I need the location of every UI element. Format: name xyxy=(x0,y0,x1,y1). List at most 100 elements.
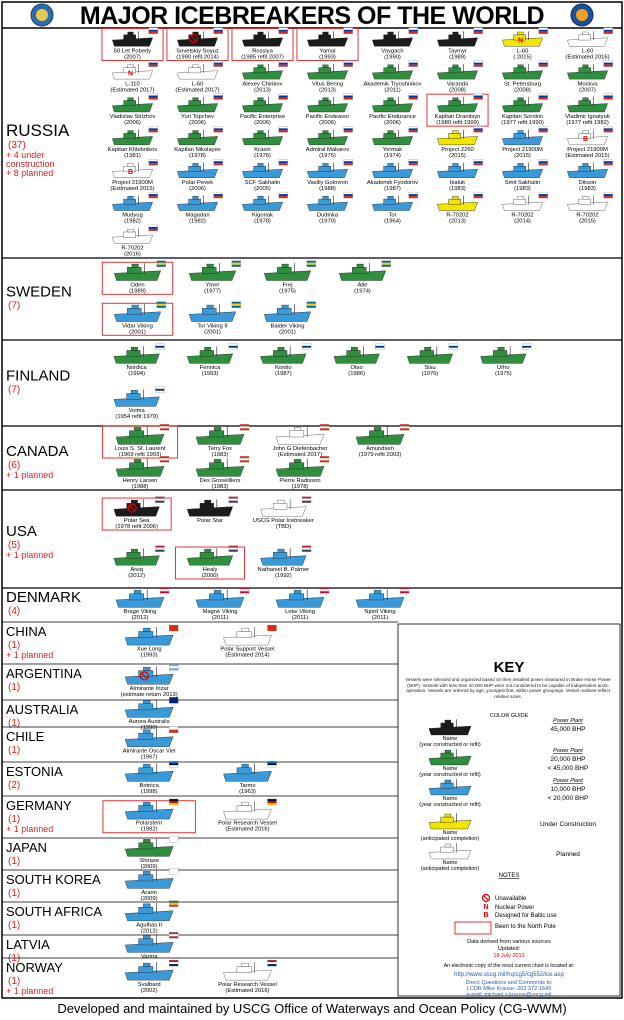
ship-bridge xyxy=(127,31,134,36)
ship-superstructure xyxy=(346,350,361,357)
ship-bridge xyxy=(143,962,151,967)
flag-stripe xyxy=(343,196,353,199)
ship-bridge xyxy=(241,627,249,632)
ship-bridge xyxy=(204,499,212,504)
flag-stripe xyxy=(148,163,158,166)
country-name: ARGENTINA xyxy=(6,666,82,681)
ship-bridge xyxy=(444,779,452,784)
key-name: Name xyxy=(443,830,458,836)
ship-year: (1988) xyxy=(319,186,336,192)
ship-bridge xyxy=(192,196,199,200)
ship-name: Terry Fox xyxy=(208,446,232,452)
ship-hull xyxy=(480,353,527,364)
flag-stripe xyxy=(538,93,548,96)
flag-stripe xyxy=(408,27,418,30)
flag-stripe xyxy=(473,62,483,65)
key-year: (year constructed or refit) xyxy=(419,742,481,748)
flag-stripe xyxy=(240,591,249,594)
sources: Data derived from various sources xyxy=(467,939,551,945)
ship-year: (1992) xyxy=(275,573,292,579)
flag-stripe xyxy=(408,95,418,98)
ship-superstructure xyxy=(578,198,591,205)
ship-bridge xyxy=(322,97,329,101)
unavailable-slash xyxy=(141,672,148,680)
ship-superstructure xyxy=(273,350,288,357)
ship-hull xyxy=(188,311,237,322)
flag-border xyxy=(278,159,288,166)
north-pole-box xyxy=(296,27,359,61)
ship-bridge xyxy=(241,962,249,967)
flag-stripe xyxy=(278,163,288,166)
country-name: SOUTH KOREA xyxy=(6,872,101,887)
flag-stripe xyxy=(213,60,223,63)
ship-name: Xue Long xyxy=(137,647,162,653)
ship-year: (Estimated 2016) xyxy=(225,827,269,833)
ship-bridge xyxy=(356,263,364,268)
flag-border xyxy=(213,126,223,133)
flag-stripe xyxy=(408,196,418,199)
country-extra: + 8 planned xyxy=(6,168,53,178)
ship-year: (1980 refit 1999) xyxy=(436,120,479,126)
flag-stripe xyxy=(148,228,158,231)
ship-hull xyxy=(260,506,307,517)
ship-bridge xyxy=(294,590,302,594)
ship-bridge xyxy=(143,839,151,843)
ship-superstructure xyxy=(188,166,201,172)
ship-name: Krasin xyxy=(254,147,270,153)
ship-year: (2014) xyxy=(514,219,531,225)
country-count: (1) xyxy=(8,640,20,651)
ship-bridge xyxy=(387,97,394,101)
ship-name: Alexey Chirikov xyxy=(243,81,283,87)
flag-stripe xyxy=(278,128,288,131)
flag-stripe xyxy=(603,128,613,131)
ship-bridge xyxy=(387,130,394,134)
flag-stripe xyxy=(603,126,613,129)
flag-border xyxy=(343,93,353,100)
ship-superstructure xyxy=(383,166,396,172)
flag-stripe xyxy=(169,697,179,704)
flag-stripe xyxy=(169,902,179,905)
key-bhp: < 20,000 BHP xyxy=(548,795,589,802)
flag-stripe xyxy=(400,589,409,592)
flag-stripe xyxy=(320,424,329,427)
ship-superstructure xyxy=(578,166,591,172)
ship-bridge xyxy=(257,31,264,36)
ship-hull xyxy=(113,555,160,566)
ship-superstructure xyxy=(318,100,331,106)
ship-superstructure xyxy=(202,267,217,274)
country-name: CANADA xyxy=(6,443,69,460)
ship-hull xyxy=(124,878,174,889)
flag-border xyxy=(278,27,288,34)
ship-name: Magne Viking xyxy=(202,609,237,615)
ship-bridge xyxy=(241,764,249,768)
ship-superstructure xyxy=(199,552,214,559)
flag-stripe xyxy=(320,456,329,459)
ship-bridge xyxy=(277,548,285,553)
flag-border xyxy=(267,798,277,806)
ship-hull xyxy=(112,103,153,113)
ship-year: (1977 refit 1990) xyxy=(501,120,544,126)
flag-border xyxy=(319,424,330,431)
flag-stripe xyxy=(278,95,288,98)
ship-superstructure xyxy=(138,842,154,850)
flag-stripe xyxy=(231,260,241,263)
ship-hull xyxy=(372,169,413,178)
key-box xyxy=(397,623,621,997)
ship-superstructure xyxy=(138,767,154,775)
ship-superstructure xyxy=(318,133,331,139)
flag-stripe xyxy=(155,388,165,391)
ship-name: 50 Let Pobedy xyxy=(114,48,151,54)
flag-stripe xyxy=(148,95,158,98)
ship-year: (1983) xyxy=(212,484,229,490)
flag-border xyxy=(267,959,277,967)
flag-stripe xyxy=(169,763,179,766)
ship-year: (1987) xyxy=(275,371,292,377)
ship-bridge xyxy=(143,700,151,704)
flag-stripe xyxy=(320,428,329,431)
flag-border xyxy=(169,959,179,967)
flag-stripe xyxy=(278,97,288,100)
ship-bridge xyxy=(582,64,589,68)
url[interactable]: http://www.uscg.mil/hq/cg5/cg552/ice.asp xyxy=(454,972,564,978)
ship-hull xyxy=(195,434,245,445)
